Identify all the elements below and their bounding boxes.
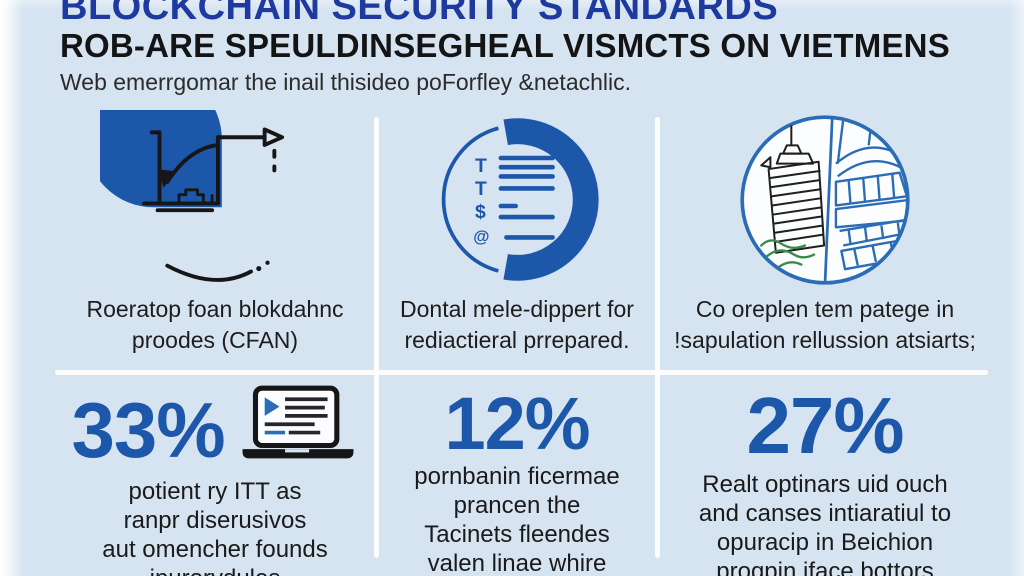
feature-caption: Dontal mele-dippert for rediactieral prr… [400, 294, 634, 356]
feature-expert-report: T T $ @ Dontal mele-dippert for redia [379, 110, 655, 360]
caption-line: and canses intiaratiul to [698, 500, 952, 527]
divider-vertical-left [374, 117, 379, 558]
stat-caption: pornbanin ficermae prancen the Tacinets … [414, 462, 619, 576]
stat-value: 33% [71, 385, 225, 474]
feature-city-regulation: Co oreplen tem patege in !sapulation rel… [660, 110, 990, 360]
caption-line: Co oreplen tem patege in [695, 296, 955, 322]
page-title: BLOCKCHAIN SECURITY STANDARDS [60, 0, 779, 28]
feature-caption: Roeratop foan blokdahnc proodes (CFAN) [86, 294, 343, 356]
caption-line: aut omencher founds [102, 536, 328, 563]
svg-text:T: T [475, 178, 487, 200]
divider-vertical-right [655, 117, 660, 558]
page-subtitle: ROB-ARE SPEULDINSEGHEAL VISMCTS ON VIETM… [60, 27, 950, 64]
divider-horizontal [55, 370, 988, 375]
caption-line: prancen the [453, 492, 581, 519]
header: BLOCKCHAIN SECURITY STANDARDS ROB-ARE SP… [60, 0, 990, 96]
stat-value: 12% [444, 382, 590, 465]
feature-caption: Co oreplen tem patege in !sapulation rel… [674, 294, 976, 356]
caption-line: rediactieral prrepared. [404, 327, 630, 353]
caption-line: !sapulation rellussion atsiarts; [674, 327, 976, 353]
caption-line: opuracip in Beichion [716, 529, 934, 556]
city-buildings-icon [734, 110, 916, 290]
feature-blockchain-process: Roeratop foan blokdahnc proodes (CFAN) [55, 110, 375, 360]
stat-caption: Realt optinars uid ouch and canses intia… [699, 470, 951, 576]
caption-line: Dontal mele-dippert for [400, 296, 634, 322]
stat-value: 27% [746, 381, 904, 470]
caption-line: proodes (CFAN) [131, 327, 299, 353]
caption-line: Roeratop foan blokdahnc [86, 296, 344, 322]
caption-line: valen linae whire [427, 550, 607, 576]
document-checklist-donut-icon: T T $ @ [425, 110, 610, 290]
svg-text:T: T [475, 155, 487, 177]
svg-text:$: $ [475, 201, 486, 223]
stat-27-percent: 27% Realt optinars uid ouch and canses i… [660, 384, 990, 576]
caption-line: pornbanin ficermae [414, 463, 620, 490]
stat-12-percent: 12% pornbanin ficermae prancen the Tacin… [379, 384, 655, 576]
caption-line: Realt optinars uid ouch [702, 471, 948, 498]
stat-caption: potient ry ITT as ranpr diserusivos aut … [102, 477, 327, 576]
pie-chart-growth-icon [100, 110, 330, 290]
svg-text:@: @ [473, 227, 489, 246]
caption-line: Tacinets fleendes [424, 521, 610, 548]
page-tagline: Web emerrgomar the inail thisideo poForf… [60, 69, 632, 95]
caption-line: ranpr diserusivos [123, 507, 307, 534]
caption-line: progpin iface bottors [716, 558, 934, 576]
stat-row: 33% [71, 384, 358, 475]
caption-line: inurorydules [102, 564, 327, 576]
laptop-report-icon [237, 384, 359, 475]
stat-33-percent: 33% potien [55, 384, 375, 576]
caption-line: potient ry ITT as [128, 478, 302, 505]
